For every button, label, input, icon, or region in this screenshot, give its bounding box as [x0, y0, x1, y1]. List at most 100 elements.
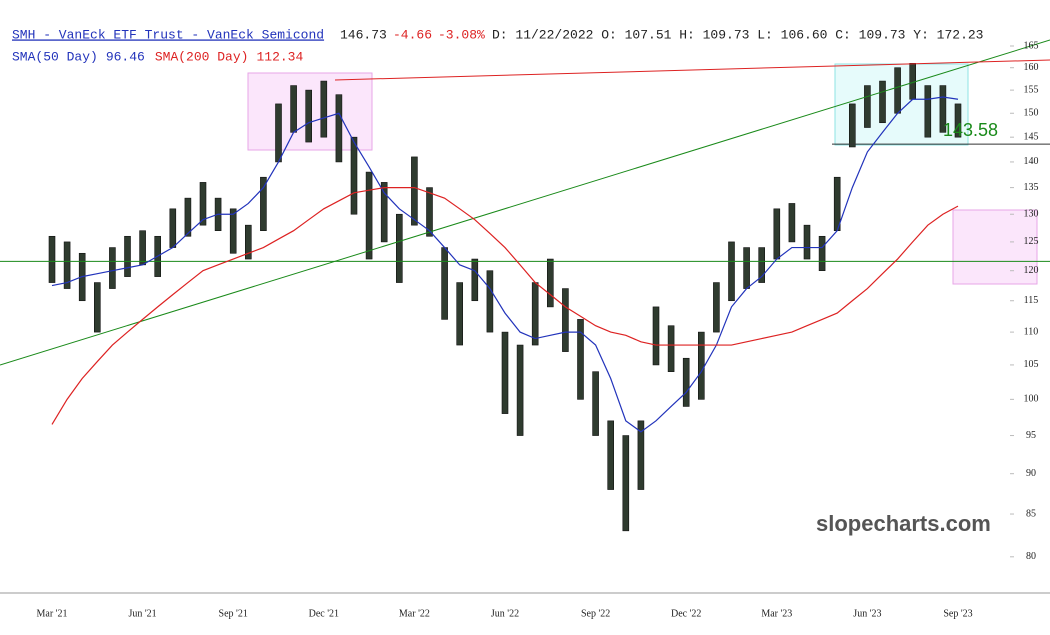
candle [124, 235, 131, 277]
y-tick-label: 95 [1026, 430, 1036, 441]
candle [335, 94, 343, 163]
candle [48, 235, 56, 283]
candle [320, 80, 328, 138]
candle [909, 63, 917, 100]
candle [879, 80, 886, 124]
candle [682, 357, 690, 407]
candle [758, 247, 766, 283]
candle [743, 247, 750, 289]
candle [773, 208, 781, 260]
candle [501, 331, 509, 414]
x-tick-label: Sep '23 [943, 608, 972, 619]
candle [290, 85, 297, 133]
candle [894, 67, 901, 114]
candle [229, 208, 237, 254]
y-tick-label: 155 [1024, 84, 1039, 95]
candle [667, 325, 675, 372]
watermark: slopecharts.com [816, 511, 991, 536]
candle [803, 224, 811, 260]
candle [426, 187, 433, 237]
candle [546, 258, 554, 308]
legend-value: 96.46 [106, 49, 145, 64]
candle [697, 331, 705, 400]
x-tick-label: Mar '21 [37, 608, 68, 619]
candle [652, 306, 660, 366]
trend-line [334, 59, 1050, 81]
candle [607, 420, 615, 490]
candle [260, 176, 267, 232]
candle [622, 435, 630, 532]
x-tick-label: Jun '22 [491, 608, 519, 619]
candle [441, 247, 448, 320]
y-tick-label: 120 [1024, 265, 1039, 276]
y-tick-label: 105 [1024, 359, 1039, 370]
candle [637, 420, 645, 490]
candle [864, 85, 871, 128]
quote-info: D: 11/22/2022 O: 107.51 H: 109.73 L: 106… [492, 27, 983, 42]
candle [833, 176, 841, 232]
y-tick-label: 130 [1024, 209, 1039, 220]
y-tick-label: 160 [1024, 62, 1039, 73]
trend-line [0, 39, 1050, 366]
candle [939, 85, 947, 133]
legend-value: 112.34 [256, 49, 303, 64]
y-tick-label: 140 [1024, 156, 1039, 167]
y-tick-label: 90 [1026, 468, 1036, 479]
legend-name: SMA(200 Day) [155, 49, 249, 64]
x-tick-label: Dec '21 [309, 608, 339, 619]
sma-line [51, 96, 959, 433]
candle [365, 171, 373, 260]
candle [577, 319, 584, 400]
candle [924, 85, 932, 138]
y-tick-label: 100 [1024, 394, 1039, 405]
y-tick-label: 135 [1024, 182, 1039, 193]
y-tick-label: 85 [1026, 508, 1036, 519]
x-tick-label: Jun '23 [853, 608, 881, 619]
candle [380, 182, 388, 243]
level-label: 143.58 [943, 120, 998, 140]
change: -4.66 [393, 27, 432, 42]
x-tick-label: Jun '21 [128, 608, 156, 619]
y-tick-label: 125 [1024, 236, 1039, 247]
candle [350, 136, 358, 215]
last-price: 146.73 [340, 27, 387, 42]
sma-line [51, 186, 959, 425]
change-pct: -3.08% [438, 27, 485, 42]
x-tick-label: Mar '22 [399, 608, 430, 619]
candle [63, 241, 71, 289]
candle [486, 270, 494, 333]
candle [169, 208, 177, 248]
symbol: SMH - VanEck ETF Trust - VanEck Semicond [12, 27, 324, 42]
candle [94, 282, 101, 333]
candle [275, 103, 282, 163]
candle [305, 89, 313, 143]
y-tick-label: 150 [1024, 108, 1039, 119]
candle [818, 235, 826, 272]
y-tick-label: 145 [1024, 131, 1039, 142]
candle [592, 371, 599, 436]
x-tick-label: Mar '23 [761, 608, 792, 619]
y-tick-label: 110 [1024, 326, 1039, 337]
candle [109, 247, 116, 289]
candle [395, 213, 403, 283]
y-tick-label: 165 [1024, 40, 1039, 51]
candle [728, 241, 735, 302]
legend-name: SMA(50 Day) [12, 49, 98, 64]
candle [531, 282, 539, 346]
candle [199, 182, 207, 226]
x-tick-label: Dec '22 [671, 608, 701, 619]
candle [713, 282, 720, 333]
candle [139, 230, 146, 266]
y-tick-label: 115 [1024, 295, 1039, 306]
x-tick-label: Sep '22 [581, 608, 610, 619]
candle [456, 282, 464, 346]
plot [48, 63, 962, 532]
highlight-box [952, 209, 1038, 285]
candle [788, 203, 796, 243]
x-tick-label: Sep '21 [219, 608, 248, 619]
candle [848, 103, 856, 148]
candle [245, 224, 252, 260]
candle [516, 344, 524, 436]
candle [184, 197, 192, 237]
